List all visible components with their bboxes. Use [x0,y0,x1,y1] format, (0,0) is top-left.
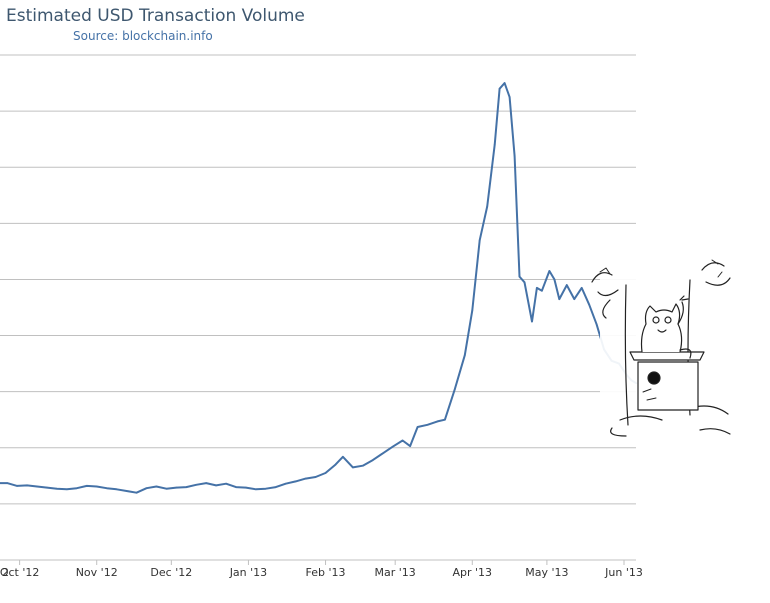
data-point [436,420,439,423]
data-point [76,487,78,490]
data-point [225,482,227,485]
data-point [304,477,307,480]
chart-subtitle: Source: blockchain.info [73,29,213,43]
data-point [558,298,561,300]
data-point [175,486,178,489]
data-point [595,323,598,326]
x-tick-label: Mar '13 [375,566,416,579]
data-point [352,466,354,469]
data-point [255,488,257,491]
data-point [409,445,411,447]
birdhouse-icon [629,351,705,411]
data-point [6,482,8,484]
data-point [362,464,364,467]
data-point [444,418,446,421]
data-point [66,488,68,491]
data-point [498,87,501,90]
data-point [324,472,327,474]
data-point [401,439,404,442]
data-point [426,424,429,426]
data-point [518,275,521,278]
data-point [503,82,506,84]
data-point [508,96,511,98]
series-layer [0,82,638,494]
data-point [391,445,394,448]
x-tick-label: Apr '13 [453,566,493,579]
data-point [372,459,374,461]
data-point [95,485,98,488]
data-point [342,456,344,458]
data-point [46,486,48,489]
x-tick-label: Oct '12 [0,566,39,579]
data-point [125,490,128,492]
data-point [493,144,496,146]
data-point [215,484,217,487]
x-tick-label: 2 [2,566,9,579]
data-point [56,487,58,490]
series-line [0,82,637,494]
data-point [416,426,419,428]
data-point [588,303,590,306]
data-point [523,281,526,284]
data-point [195,484,197,486]
data-point [205,482,207,484]
data-point [536,287,538,289]
data-point [165,487,168,490]
data-point [471,309,474,312]
data-point [478,239,481,241]
data-point [275,486,277,488]
data-point [486,205,489,208]
data-point [26,484,28,487]
data-point [334,463,337,466]
x-tick-label: Jan '13 [229,566,267,579]
data-point [16,485,18,487]
data-point [145,487,148,490]
data-point [284,482,287,485]
cat-icon [640,295,692,359]
gridlines [0,54,636,505]
data-point [235,486,237,488]
data-point [541,289,543,292]
x-tick-label: Dec '12 [150,566,192,579]
data-point [531,320,533,323]
data-point [464,354,466,357]
data-point [314,476,317,478]
data-point [115,488,118,491]
data-point [245,486,247,489]
data-point [86,485,88,487]
data-point [580,287,583,289]
data-point [381,452,384,455]
data-point [185,486,188,488]
x-tick-label: May '13 [525,566,568,579]
data-point [566,284,568,286]
data-point [36,485,38,488]
x-tick-label: Jun '13 [604,566,643,579]
chart-title: Estimated USD Transaction Volume [6,6,305,26]
data-point [265,487,267,490]
data-point [105,487,108,490]
cartoon-cat-illustration [591,259,731,437]
data-point [513,155,516,157]
data-point [135,491,138,494]
data-point [553,278,556,281]
x-tick-label: Nov '12 [76,566,118,579]
data-point [573,298,576,300]
x-tick-label: Feb '13 [306,566,346,579]
data-point [548,270,551,272]
data-point [454,388,456,390]
data-point [294,480,297,483]
data-point [155,485,158,488]
